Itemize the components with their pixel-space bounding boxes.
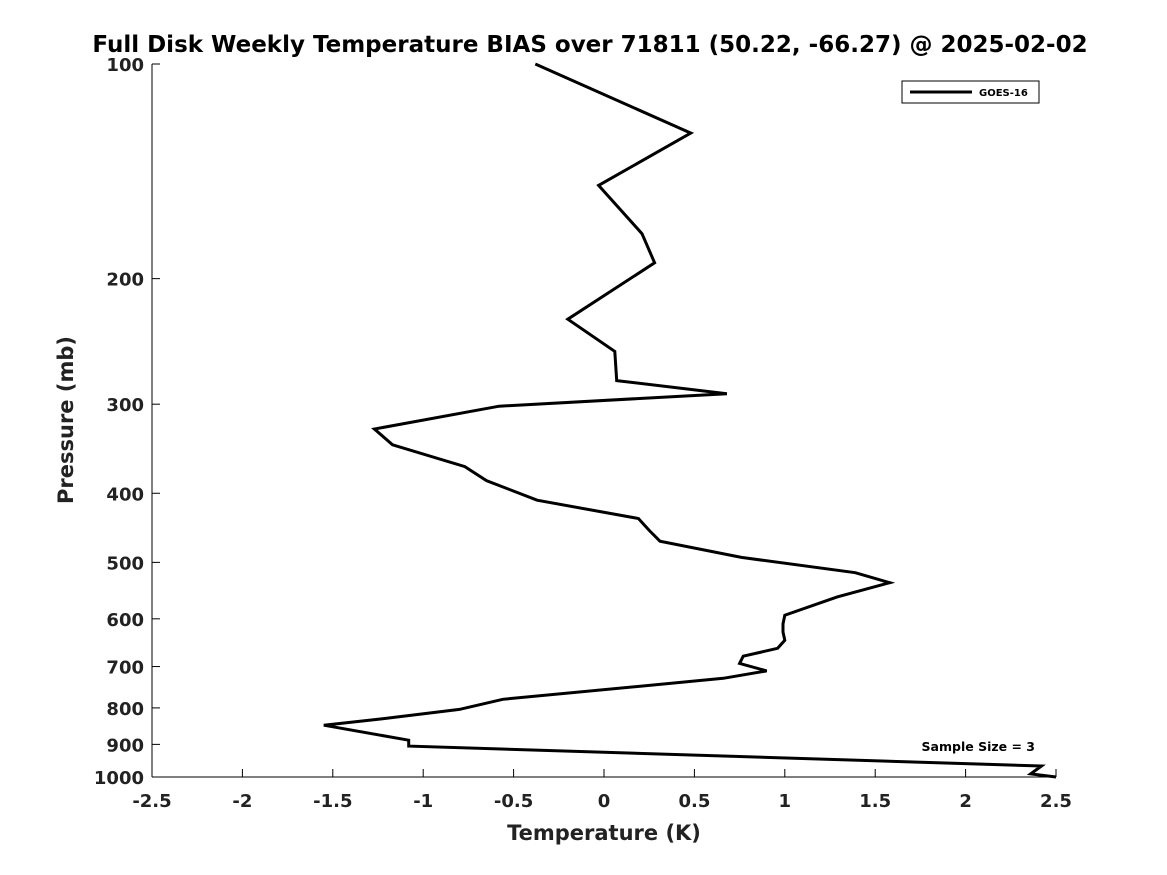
x-tick-label: -1.5 — [313, 791, 352, 812]
y-tick-label: 900 — [106, 735, 144, 756]
x-tick-label: 2 — [959, 791, 972, 812]
x-tick-label: 1 — [779, 791, 792, 812]
x-axis-label: Temperature (K) — [507, 821, 701, 845]
x-tick-label: -2 — [232, 791, 252, 812]
x-tick-label: -2.5 — [132, 791, 171, 812]
y-tick-label: 100 — [106, 55, 144, 76]
x-tick-label: 0.5 — [678, 791, 710, 812]
y-tick-label: 200 — [106, 270, 144, 291]
y-tick-label: 800 — [106, 699, 144, 720]
y-axis-ticks: 100 200 300 400 500 600 700 800 900 1000 — [94, 55, 160, 789]
y-tick-label: 500 — [106, 553, 144, 574]
x-axis-ticks: -2.5 -2 -1.5 -1 -0.5 0 0.5 1 1.5 2 2.5 — [132, 769, 1072, 812]
x-tick-label: 2.5 — [1040, 791, 1072, 812]
y-tick-label: 300 — [106, 395, 144, 416]
series-line-goes-16 — [323, 62, 1057, 779]
series-layer — [323, 62, 1057, 779]
legend-label-goes-16: GOES-16 — [979, 88, 1028, 99]
x-tick-label: -0.5 — [494, 791, 533, 812]
x-tick-label: -1 — [413, 791, 433, 812]
y-tick-label: 600 — [106, 610, 144, 631]
y-tick-label: 400 — [106, 484, 144, 505]
x-tick-label: 1.5 — [859, 791, 891, 812]
y-tick-label: 1000 — [94, 768, 144, 789]
chart-title: Full Disk Weekly Temperature BIAS over 7… — [92, 32, 1087, 58]
sample-size-annotation: Sample Size = 3 — [922, 739, 1035, 754]
y-tick-label: 700 — [106, 658, 144, 679]
x-tick-label: 0 — [598, 791, 611, 812]
legend: GOES-16 — [901, 80, 1040, 104]
y-axis-label: Pressure (mb) — [54, 336, 78, 504]
